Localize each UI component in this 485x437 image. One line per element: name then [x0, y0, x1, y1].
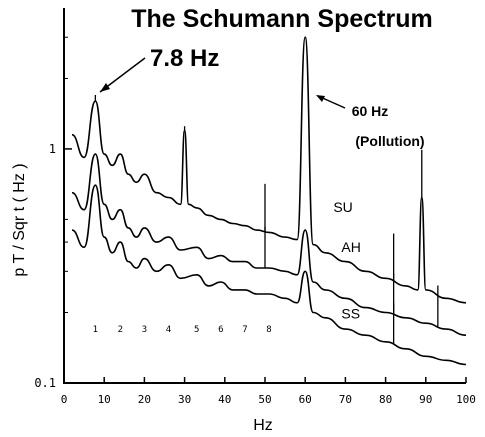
- y-tick-label: 1: [49, 142, 56, 156]
- annotation-7-8hz-arrowhead: [100, 83, 110, 92]
- y-tick-label: 0.1: [34, 376, 56, 390]
- series-line-ss: [71, 184, 467, 366]
- mode-number-label: 2: [118, 325, 123, 335]
- series-label-ss: SS: [341, 306, 360, 322]
- mode-number-label: 7: [242, 325, 247, 335]
- x-tick-label: 0: [61, 393, 68, 406]
- x-tick-label: 10: [98, 393, 111, 406]
- x-tick-label: 40: [218, 393, 231, 406]
- x-tick-label: 90: [419, 393, 432, 406]
- x-tick-label: 30: [178, 393, 191, 406]
- x-tick-label: 100: [456, 393, 476, 406]
- mode-number-label: 5: [194, 325, 199, 335]
- chart-axes: 0 10 20 30 40 50 60 70 80 90 100 0.1 1: [34, 8, 476, 406]
- series-line-ah: [71, 153, 467, 336]
- x-tick-label: 70: [339, 393, 352, 406]
- mode-number-label: 6: [218, 325, 223, 335]
- annotation-60hz: 60 Hz: [352, 103, 389, 119]
- mode-number-label: 1: [93, 325, 98, 335]
- series-label-ah: AH: [341, 239, 360, 255]
- x-tick-label: 50: [258, 393, 271, 406]
- series-label-su: SU: [333, 199, 352, 215]
- chart-traces: [71, 36, 467, 366]
- mode-number-label: 8: [266, 325, 271, 335]
- chart-title: The Schumann Spectrum: [131, 5, 432, 33]
- annotation-7-8hz: 7.8 Hz: [150, 45, 219, 72]
- mode-number-label: 3: [142, 325, 147, 335]
- annotation-60hz-arrowhead: [316, 95, 325, 102]
- mode-number-label: 4: [166, 325, 171, 335]
- chart-labels: SU AH SS 1 2 3 4 5 6 7 8: [93, 199, 361, 335]
- x-axis-label: Hz: [253, 417, 273, 434]
- x-tick-label: 20: [138, 393, 151, 406]
- y-axis-label: p T / Sqr t ( Hz ): [11, 163, 28, 276]
- x-tick-label: 80: [379, 393, 392, 406]
- annotation-pollution: (Pollution): [355, 133, 424, 149]
- x-tick-label: 60: [299, 393, 312, 406]
